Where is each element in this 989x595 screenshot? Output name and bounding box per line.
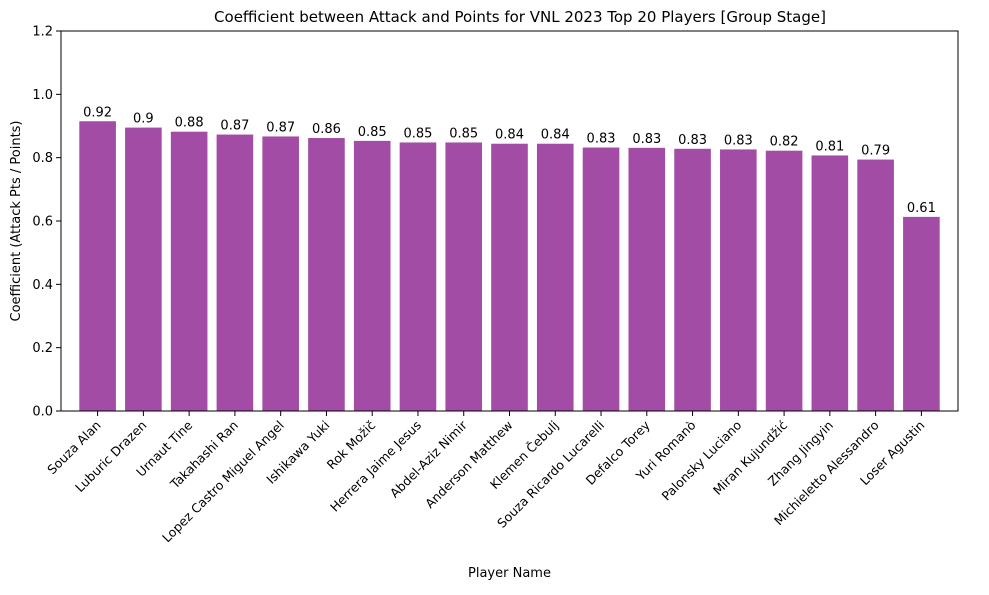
y-tick-label: 0.6	[32, 215, 53, 230]
y-tick-label: 0.8	[32, 151, 53, 166]
bar	[491, 143, 528, 411]
y-axis: 0.0 0.2 0.4 0.6 0.8 1.0 1.2	[32, 25, 61, 420]
x-tick-label: Anderson Matthew	[422, 418, 516, 512]
bar-value-label: 0.88	[175, 116, 204, 131]
bar-value-label: 0.92	[83, 105, 112, 120]
bar	[903, 216, 940, 411]
chart-title: Coefficient between Attack and Points fo…	[214, 8, 826, 26]
bar	[170, 131, 208, 411]
bar-value-label: 0.84	[495, 128, 524, 143]
bar	[125, 127, 162, 411]
bar-value-label: 0.86	[312, 122, 341, 137]
bar-value-label: 0.79	[861, 144, 890, 159]
bar	[262, 136, 299, 411]
bar-value-label: 0.61	[907, 201, 936, 216]
bar	[582, 147, 620, 412]
y-axis-label: Coefficient (Attack Pts / Points)	[9, 120, 24, 321]
bar-labels-layer: 0.92 0.9 0.88 0.87 0.87 0.86 0.85 0.85 0.85 0.84 0…	[83, 105, 936, 216]
bar	[445, 142, 483, 411]
y-tick-label: 0.4	[32, 278, 53, 293]
bar	[628, 147, 666, 411]
bar-value-label: 0.83	[678, 133, 707, 148]
bar	[399, 142, 437, 411]
y-tick-label: 0.2	[32, 341, 53, 356]
bar	[811, 155, 849, 411]
y-tick-label: 0.0	[32, 405, 53, 420]
y-tick-label: 1.0	[32, 88, 53, 103]
bar-value-label: 0.87	[266, 120, 295, 135]
x-tick-label: Abdel-Aziz Nimir	[387, 417, 471, 501]
bar	[857, 159, 894, 411]
bar-value-label: 0.85	[449, 126, 478, 141]
x-axis-label: Player Name	[468, 566, 551, 581]
bar	[536, 143, 574, 411]
bar-value-label: 0.81	[815, 139, 844, 154]
bar	[308, 138, 345, 412]
bar-value-label: 0.87	[220, 119, 249, 134]
bars-layer	[79, 121, 940, 412]
bar-value-label: 0.9	[133, 112, 154, 127]
y-tick-label: 1.2	[32, 25, 53, 40]
x-tick-label: Palonsky Luciano	[658, 418, 744, 504]
bar	[720, 149, 757, 411]
bar	[216, 134, 254, 412]
plot-frame	[60, 30, 959, 412]
bar-value-label: 0.82	[770, 135, 799, 150]
bar	[674, 148, 711, 412]
bar-value-label: 0.85	[358, 125, 387, 140]
bar-value-label: 0.85	[403, 126, 432, 141]
bar-value-label: 0.83	[724, 133, 753, 148]
bar-value-label: 0.84	[541, 128, 570, 143]
bar-value-label: 0.83	[632, 132, 661, 147]
bar-value-label: 0.83	[587, 132, 616, 147]
bar	[79, 121, 116, 411]
bar	[765, 150, 803, 411]
bar	[353, 140, 391, 411]
